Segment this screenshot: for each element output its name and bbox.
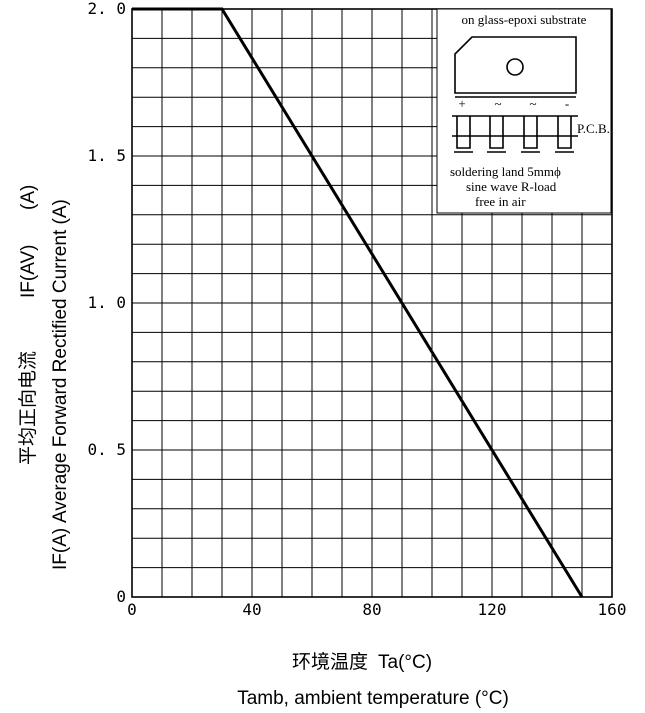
pin-label-1: +	[458, 96, 465, 111]
y-axis-label-cn-unit: (A)	[18, 185, 39, 210]
pcb-leads	[454, 116, 574, 153]
y-tick-label: 1. 5	[87, 146, 126, 165]
x-tick-labels: 0 40 80 120 160	[127, 600, 626, 619]
y-tick-label: 2. 0	[87, 0, 126, 18]
inset-title: on glass-epoxi substrate	[462, 12, 587, 27]
x-tick-label: 40	[242, 600, 261, 619]
inset-note-1: soldering land 5mmϕ	[450, 164, 561, 179]
y-tick-label: 0. 5	[87, 440, 126, 459]
x-axis-label-cn: 环境温度	[292, 651, 368, 673]
y-axis-label-prefix: IF(A)	[50, 528, 71, 570]
mounting-hole-icon	[506, 58, 524, 76]
pcb-label: P.C.B.	[577, 121, 610, 136]
y-tick-labels: 0 0. 5 1. 0 1. 5 2. 0	[87, 0, 126, 606]
inset-diagram: on glass-epoxi substrate + ~ ~ - P.C.B. …	[436, 8, 612, 214]
inset-note-3: free in air	[475, 194, 526, 209]
pin-label-4: -	[565, 96, 569, 111]
inset-note-2: sine wave R-load	[466, 179, 557, 194]
y-axis-label-cn-symbol: IF(AV)	[18, 245, 39, 298]
bridge-package	[454, 36, 577, 94]
y-tick-label: 1. 0	[87, 293, 126, 312]
x-tick-label: 0	[127, 600, 137, 619]
x-axis-label-cn-unit: Ta(°C)	[378, 652, 432, 673]
x-tick-label: 160	[598, 600, 627, 619]
x-tick-label: 120	[478, 600, 507, 619]
y-axis-label-cn: 平均正向电流	[17, 351, 39, 465]
pin-label-3: ~	[529, 96, 536, 111]
y-tick-label: 0	[116, 587, 126, 606]
x-axis-label: Tamb, ambient temperature (°C)	[237, 688, 509, 709]
plot-frame	[131, 8, 613, 598]
x-tick-label: 80	[362, 600, 381, 619]
pin-label-2: ~	[494, 96, 501, 111]
series-group	[132, 7, 584, 598]
derating-curve	[132, 7, 584, 598]
y-axis-label: Average Forward Rectified Current (A)	[50, 199, 71, 523]
